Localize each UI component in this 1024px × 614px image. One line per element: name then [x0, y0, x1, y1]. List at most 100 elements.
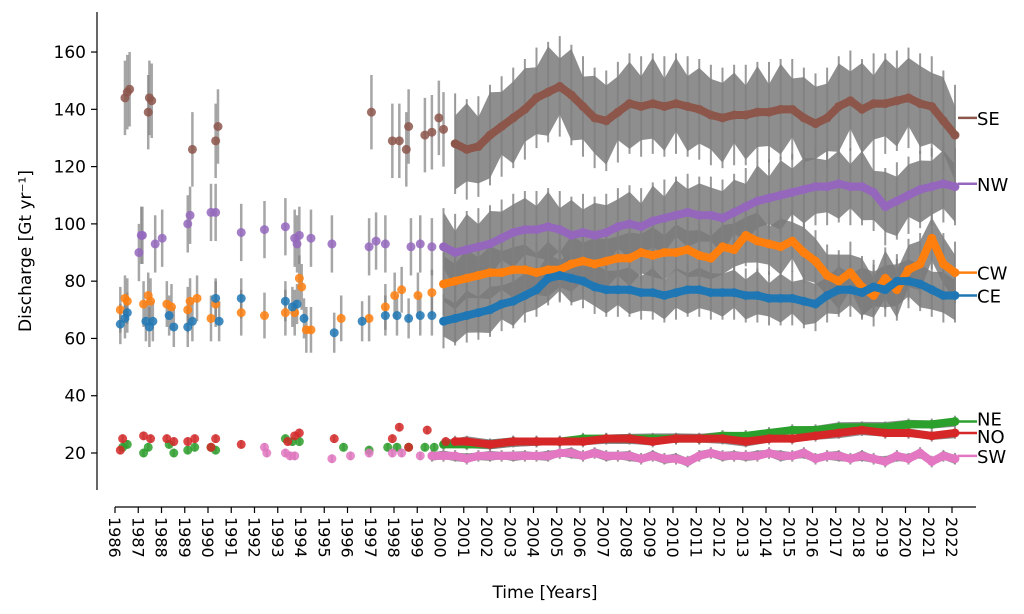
data-point-cw	[380, 302, 390, 312]
data-point-sw	[397, 448, 407, 458]
data-point-ce	[148, 316, 158, 326]
data-point-cw	[752, 236, 762, 246]
data-point-sw	[543, 451, 553, 461]
series-layer	[115, 81, 960, 467]
y-tick-label: 120	[54, 158, 86, 178]
y-ticks: 20 40 60 80 100 120 140 160	[54, 43, 97, 464]
data-point-se	[387, 136, 397, 146]
data-point-no	[950, 428, 960, 438]
data-point-cw	[397, 285, 407, 295]
data-point-se	[187, 144, 197, 154]
series-label-nw: NW	[977, 175, 1008, 196]
data-point-cw	[294, 273, 304, 283]
data-point-se	[497, 122, 507, 132]
data-point-se	[427, 127, 437, 137]
data-point-nw	[439, 242, 448, 252]
data-point-nw	[811, 182, 820, 192]
series-label-cw: CW	[977, 264, 1008, 285]
data-point-se	[394, 136, 404, 146]
data-point-ce	[845, 285, 855, 295]
data-point-nw	[892, 196, 902, 206]
data-point-ce	[834, 285, 844, 295]
data-point-cw	[811, 256, 820, 266]
data-point-cw	[259, 311, 269, 321]
data-point-cw	[799, 248, 809, 258]
data-point-sw	[694, 451, 704, 461]
data-point-se	[834, 101, 844, 111]
x-tick-label: 2017	[826, 517, 845, 558]
data-point-cw	[869, 290, 879, 300]
x-tick-label: 1999	[407, 517, 426, 558]
data-point-ce	[164, 311, 174, 321]
data-point-cw	[532, 268, 541, 278]
data-point-sw	[364, 448, 374, 458]
data-point-se	[671, 99, 681, 109]
data-point-nw	[938, 179, 948, 189]
y-tick-label: 60	[64, 329, 86, 349]
data-point-sw	[729, 451, 739, 461]
data-point-se	[485, 130, 495, 140]
data-point-ce	[822, 290, 832, 300]
data-point-se	[845, 96, 855, 106]
data-point-nw	[497, 233, 507, 243]
data-point-cw	[915, 259, 925, 269]
x-tick-label: 2020	[896, 517, 915, 558]
data-point-nw	[555, 225, 565, 235]
data-point-nw	[915, 185, 925, 195]
y-tick-label: 20	[64, 444, 86, 464]
data-point-sw	[845, 454, 855, 464]
data-point-cw	[297, 282, 307, 292]
data-point-cw	[613, 253, 623, 263]
data-point-no	[169, 437, 179, 447]
data-point-no	[601, 434, 611, 444]
data-point-ce	[214, 316, 224, 326]
data-point-se	[434, 113, 444, 123]
data-point-cw	[764, 239, 774, 249]
data-point-nw	[450, 248, 460, 258]
data-point-nw	[950, 182, 960, 192]
data-point-cw	[122, 296, 132, 306]
data-point-no	[857, 425, 867, 435]
data-point-ce	[392, 311, 402, 321]
y-tick-label: 80	[64, 272, 86, 292]
data-point-ce	[950, 290, 960, 300]
data-point-nw	[566, 230, 576, 240]
y-tick-label: 40	[64, 387, 86, 407]
data-point-ce	[415, 311, 425, 321]
data-point-nw	[613, 222, 623, 232]
data-point-ne	[787, 425, 797, 435]
data-point-ne	[927, 419, 937, 429]
data-point-ne	[429, 442, 439, 452]
x-tick-label: 2010	[663, 517, 682, 558]
data-point-no	[811, 431, 820, 441]
data-point-nw	[927, 182, 937, 192]
data-point-ce	[543, 273, 553, 283]
data-point-sw	[799, 448, 809, 458]
x-tick-label: 1994	[291, 517, 310, 558]
x-tick-label: 2001	[454, 517, 473, 558]
data-point-no	[283, 437, 293, 447]
data-point-cw	[543, 265, 553, 275]
data-point-ne	[183, 445, 193, 455]
data-point-cw	[590, 259, 600, 269]
data-point-sw	[880, 457, 890, 467]
x-tick-label: 2022	[942, 517, 961, 558]
data-point-sw	[938, 451, 948, 461]
data-point-sw	[915, 448, 925, 458]
data-point-se	[520, 104, 530, 114]
x-tick-label: 2002	[477, 517, 496, 558]
data-point-nw	[625, 219, 634, 229]
data-point-nw	[822, 182, 832, 192]
data-point-se	[811, 119, 820, 129]
data-point-sw	[262, 448, 272, 458]
data-point-se	[147, 96, 157, 106]
data-point-ce	[811, 299, 820, 309]
data-point-se	[904, 93, 913, 103]
data-point-sw	[566, 448, 576, 458]
data-point-sw	[950, 454, 960, 464]
data-point-no	[236, 439, 246, 449]
data-point-sw	[439, 451, 448, 461]
data-point-se	[508, 113, 518, 123]
error-band-se	[455, 46, 955, 190]
data-point-sw	[601, 451, 611, 461]
